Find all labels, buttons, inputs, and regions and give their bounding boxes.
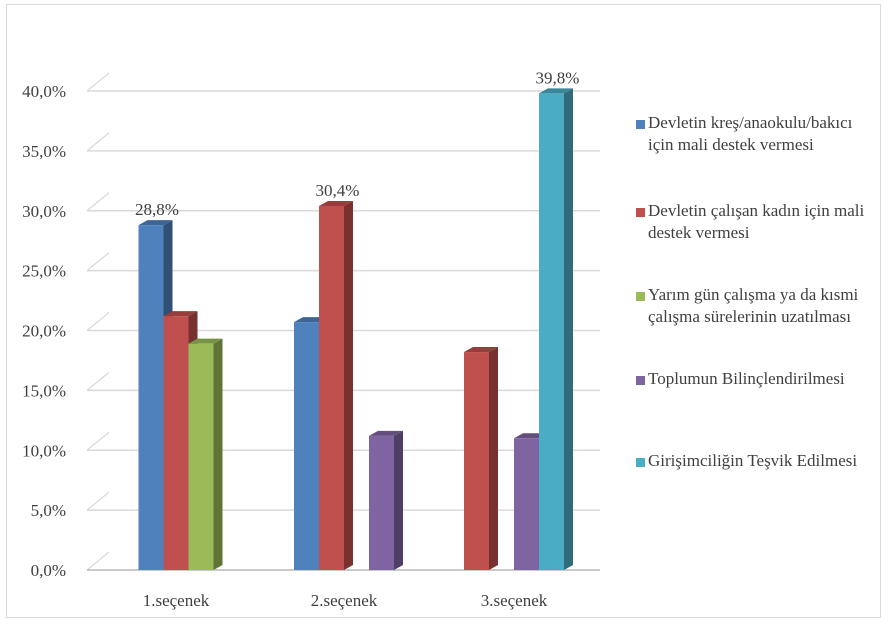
gridline-depth (86, 491, 110, 511)
gridline-depth (86, 132, 110, 152)
y-tick-label: 30,0% (22, 202, 66, 221)
x-tick-label: 2.seçenek (311, 591, 378, 610)
legend-label: Devletin kreş/anaokulu/bakıcı için mali … (648, 113, 853, 154)
gridline-depth (86, 371, 110, 391)
gridline-depth (86, 72, 110, 92)
gridline-depth (86, 192, 110, 212)
bar-top (369, 430, 403, 436)
legend-swatch (636, 208, 645, 217)
y-tick-label: 20,0% (22, 322, 66, 341)
x-tick-label: 1.seçenek (143, 591, 210, 610)
legend-swatch (636, 376, 645, 385)
legend-swatch (636, 120, 645, 129)
bar (464, 352, 489, 570)
data-label: 39,8% (536, 68, 580, 87)
y-tick-label: 10,0% (22, 441, 66, 460)
bar (188, 343, 214, 570)
y-tick-label: 35,0% (22, 142, 66, 161)
bar (319, 205, 344, 570)
bar (294, 322, 319, 570)
legend-label: Girişimciliğin Teşvik Edilmesi (648, 451, 858, 470)
legend-item: Yarım gün çalışma ya da kısmi çalışma sü… (636, 284, 876, 328)
y-tick-label: 25,0% (22, 262, 66, 281)
bar-top (539, 88, 573, 94)
gridline-depth (86, 252, 110, 272)
bar-side (344, 200, 353, 570)
y-tick-label: 5,0% (31, 501, 66, 520)
legend-item: Girişimciliğin Teşvik Edilmesi (636, 450, 876, 472)
legend-swatch (636, 292, 645, 301)
bar (514, 438, 539, 570)
legend-swatch (636, 458, 645, 467)
bar (138, 225, 164, 570)
x-tick-label: 3.seçenek (481, 591, 548, 610)
y-tick-label: 40,0% (22, 82, 66, 101)
bar-top (163, 311, 198, 317)
legend-item: Devletin çalışan kadın için mali destek … (636, 200, 876, 244)
y-tick-label: 15,0% (22, 381, 66, 400)
gridline-depth (86, 551, 110, 571)
data-label: 28,8% (135, 200, 179, 219)
legend-label: Yarım gün çalışma ya da kısmi çalışma sü… (648, 285, 859, 326)
bar-side (394, 430, 403, 570)
bar (539, 93, 564, 571)
bar-top (464, 347, 498, 353)
legend-item: Devletin kreş/anaokulu/bakıcı için mali … (636, 112, 876, 156)
bar-side (564, 88, 573, 571)
bar-top (188, 338, 223, 344)
gridline-depth (86, 431, 110, 451)
bar-top (138, 220, 173, 226)
y-tick-label: 0,0% (31, 561, 66, 580)
bar-top (319, 200, 353, 206)
legend-label: Devletin çalışan kadın için mali destek … (648, 201, 865, 242)
bar (369, 435, 394, 570)
bar (163, 316, 189, 570)
legend-label: Toplumun Bilinçlendirilmesi (648, 369, 845, 388)
bar-side (489, 347, 498, 570)
bar-side (213, 338, 223, 570)
data-label: 30,4% (316, 181, 360, 200)
legend-item: Toplumun Bilinçlendirilmesi (636, 368, 876, 390)
gridline-depth (86, 312, 110, 331)
